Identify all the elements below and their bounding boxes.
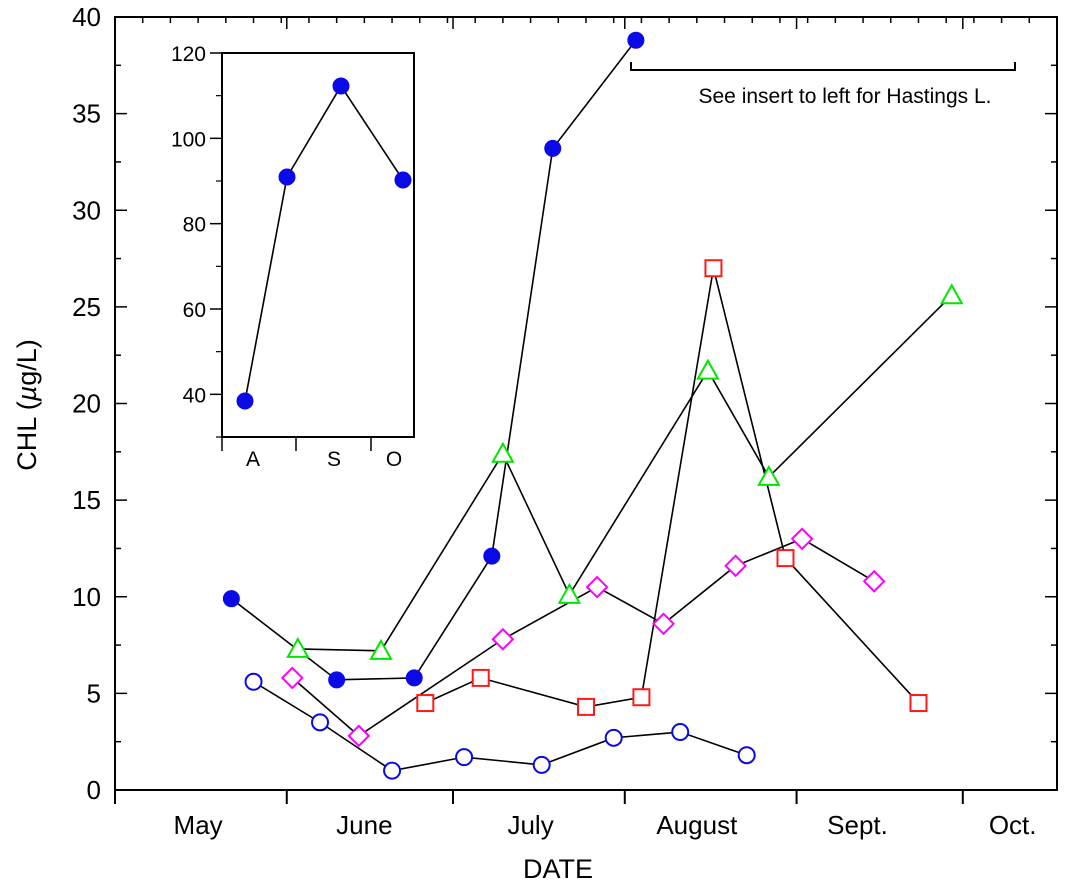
- data-point-diamond: [491, 627, 515, 651]
- data-point-filled-circle: [394, 171, 412, 189]
- data-point-filled-circle: [544, 139, 562, 157]
- data-point-triangle: [369, 638, 393, 660]
- y-tick-label: 35: [72, 99, 101, 129]
- series-line-open-circle: [253, 681, 747, 772]
- data-point-square: [704, 259, 723, 278]
- data-point-open-circle: [455, 748, 474, 767]
- y-axis-label: CHL (µg/L): [12, 339, 42, 471]
- data-point-diamond: [862, 569, 886, 593]
- inset-x-label: S: [327, 448, 341, 471]
- y-tick-label: 10: [72, 582, 101, 612]
- data-point-open-circle: [671, 723, 690, 742]
- y-tick-label: 25: [72, 292, 101, 322]
- data-point-filled-circle: [405, 669, 423, 687]
- data-point-triangle: [696, 358, 720, 380]
- y-tick-label: 0: [87, 775, 101, 805]
- y-tick-label: 20: [72, 389, 101, 419]
- main-plot-series: [222, 31, 964, 780]
- data-point-square: [471, 668, 490, 687]
- data-point-square: [577, 697, 595, 716]
- data-point-square: [776, 549, 795, 568]
- series-line-diamond: [291, 537, 875, 737]
- data-point-diamond: [280, 666, 304, 690]
- data-point-filled-circle: [627, 31, 645, 49]
- data-point-triangle: [491, 441, 515, 463]
- data-point-diamond: [347, 724, 371, 748]
- data-point-diamond: [724, 554, 748, 578]
- data-point-open-circle: [311, 713, 330, 732]
- inset-y-tick-label: 100: [171, 128, 206, 151]
- data-point-square: [909, 694, 928, 713]
- inset-x-label: O: [386, 448, 402, 471]
- annotation-text: See insert to left for Hastings L.: [699, 85, 992, 108]
- data-point-filled-circle: [328, 671, 346, 689]
- data-point-open-circle: [244, 672, 263, 691]
- inset-plot-hastings: 40 60 80 100 120 A S O: [171, 43, 415, 471]
- main-plot-axes: 0 5 10 15 20 25 30 35 40 May June July August Sept. Oc…: [72, 2, 1058, 840]
- x-month-label: August: [656, 810, 738, 840]
- inset-y-tick-label: 40: [183, 384, 206, 407]
- data-point-triangle: [757, 464, 781, 486]
- data-point-triangle: [940, 283, 964, 305]
- data-point-triangle: [286, 636, 310, 658]
- annotation-group: See insert to left for Hastings L.: [630, 62, 1016, 108]
- data-point-open-circle: [532, 755, 551, 774]
- data-point-diamond: [790, 527, 814, 551]
- inset-x-label: A: [246, 448, 260, 471]
- x-month-label: Sept.: [827, 810, 888, 840]
- inset-y-tick-label: 80: [183, 214, 206, 237]
- data-point-diamond: [652, 612, 675, 636]
- data-point-open-circle: [737, 746, 756, 765]
- x-month-label: June: [336, 810, 392, 840]
- x-month-label: Oct.: [989, 810, 1037, 840]
- y-tick-label: 40: [72, 2, 101, 32]
- data-point-open-circle: [604, 728, 623, 747]
- inset-y-tick-label: 60: [183, 299, 206, 322]
- data-point-diamond: [585, 575, 609, 599]
- y-tick-label: 5: [87, 678, 101, 708]
- y-tick-label: 30: [72, 195, 101, 225]
- data-point-filled-circle: [222, 590, 240, 608]
- data-point-square: [416, 694, 435, 713]
- x-month-label: May: [174, 810, 223, 840]
- series-line-filled-circle: [230, 39, 637, 681]
- inset-y-tick-label: 120: [171, 43, 206, 66]
- annotation-bracket: [630, 62, 1016, 71]
- y-tick-label: 15: [72, 485, 101, 515]
- inset-series-line: [244, 84, 404, 402]
- data-point-triangle: [557, 582, 582, 604]
- x-axis-label: DATE: [523, 854, 593, 884]
- data-point-open-circle: [383, 761, 402, 780]
- data-point-filled-circle: [278, 168, 296, 186]
- inset-frame: [221, 52, 415, 438]
- data-point-filled-circle: [236, 392, 254, 410]
- data-point-square: [632, 688, 651, 707]
- data-point-filled-circle: [332, 77, 350, 95]
- x-month-label: July: [507, 810, 553, 840]
- data-point-filled-circle: [483, 547, 501, 565]
